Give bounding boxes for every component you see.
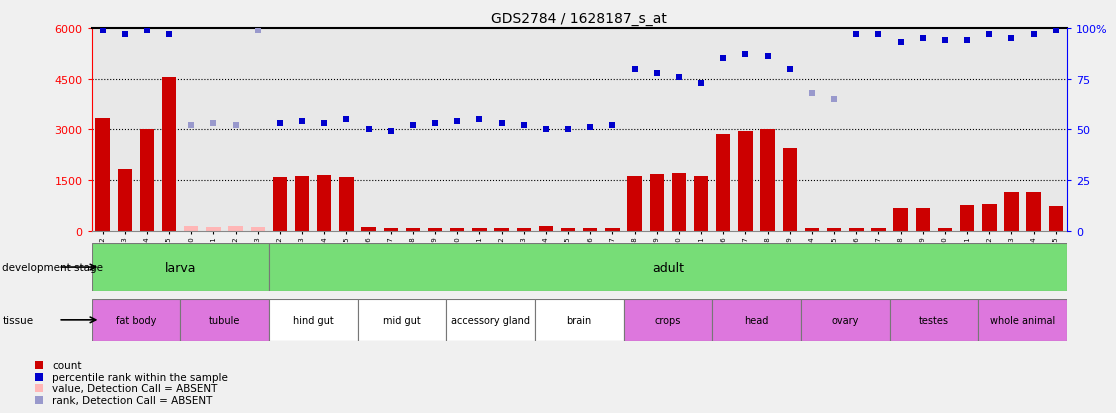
Bar bbox=[624, 299, 712, 341]
Bar bbox=[339, 178, 354, 231]
Bar bbox=[894, 208, 907, 231]
Bar bbox=[535, 299, 624, 341]
Bar bbox=[605, 228, 619, 231]
Text: rank, Detection Call = ABSENT: rank, Detection Call = ABSENT bbox=[52, 395, 212, 405]
Bar bbox=[627, 176, 642, 231]
Bar bbox=[295, 177, 309, 231]
Bar bbox=[384, 228, 398, 231]
Bar bbox=[915, 208, 930, 231]
Text: brain: brain bbox=[567, 315, 591, 325]
Bar bbox=[1049, 206, 1064, 231]
Bar bbox=[889, 299, 979, 341]
Bar bbox=[446, 299, 535, 341]
Bar bbox=[450, 228, 464, 231]
Text: GDS2784 / 1628187_s_at: GDS2784 / 1628187_s_at bbox=[491, 12, 667, 26]
Text: whole animal: whole animal bbox=[990, 315, 1056, 325]
Bar bbox=[184, 227, 199, 231]
Text: larva: larva bbox=[164, 261, 196, 274]
Bar bbox=[739, 131, 752, 231]
Text: hind gut: hind gut bbox=[292, 315, 334, 325]
Bar bbox=[269, 299, 357, 341]
Bar bbox=[694, 177, 709, 231]
Bar bbox=[180, 299, 269, 341]
Bar bbox=[357, 299, 446, 341]
Text: tubule: tubule bbox=[209, 315, 240, 325]
Bar bbox=[1027, 192, 1041, 231]
Text: adult: adult bbox=[652, 261, 684, 274]
Bar bbox=[494, 228, 509, 231]
Text: value, Detection Call = ABSENT: value, Detection Call = ABSENT bbox=[52, 384, 218, 394]
Bar bbox=[92, 244, 269, 291]
Bar bbox=[827, 228, 841, 231]
Bar bbox=[162, 78, 176, 231]
Bar bbox=[472, 228, 487, 231]
Bar bbox=[801, 299, 889, 341]
Text: accessory gland: accessory gland bbox=[451, 315, 530, 325]
Bar bbox=[117, 170, 132, 231]
Text: fat body: fat body bbox=[116, 315, 156, 325]
Bar bbox=[140, 129, 154, 231]
Bar bbox=[517, 228, 531, 231]
Bar bbox=[539, 227, 554, 231]
Bar bbox=[362, 228, 376, 231]
Text: ovary: ovary bbox=[831, 315, 859, 325]
Bar bbox=[561, 228, 576, 231]
Bar bbox=[251, 227, 264, 231]
Bar bbox=[849, 228, 864, 231]
Bar bbox=[979, 299, 1067, 341]
Bar bbox=[782, 149, 797, 231]
Bar bbox=[650, 175, 664, 231]
Bar bbox=[805, 228, 819, 231]
Bar bbox=[229, 227, 243, 231]
Bar bbox=[92, 299, 180, 341]
Text: percentile rank within the sample: percentile rank within the sample bbox=[52, 372, 228, 382]
Bar bbox=[937, 228, 952, 231]
Text: tissue: tissue bbox=[2, 315, 33, 325]
Text: testes: testes bbox=[918, 315, 949, 325]
Bar bbox=[872, 228, 886, 231]
Text: count: count bbox=[52, 360, 81, 370]
Text: development stage: development stage bbox=[2, 262, 104, 273]
Bar bbox=[1004, 192, 1019, 231]
Text: crops: crops bbox=[655, 315, 681, 325]
Bar bbox=[269, 244, 1067, 291]
Bar bbox=[272, 178, 287, 231]
Text: head: head bbox=[744, 315, 769, 325]
Bar bbox=[427, 228, 442, 231]
Bar bbox=[760, 130, 775, 231]
Bar bbox=[95, 118, 109, 231]
Bar bbox=[960, 206, 974, 231]
Bar bbox=[672, 174, 686, 231]
Bar bbox=[982, 204, 997, 231]
Text: mid gut: mid gut bbox=[383, 315, 421, 325]
Bar bbox=[583, 228, 597, 231]
Bar bbox=[317, 176, 331, 231]
Bar bbox=[716, 135, 731, 231]
Bar bbox=[406, 228, 420, 231]
Bar bbox=[712, 299, 801, 341]
Bar bbox=[206, 228, 221, 231]
